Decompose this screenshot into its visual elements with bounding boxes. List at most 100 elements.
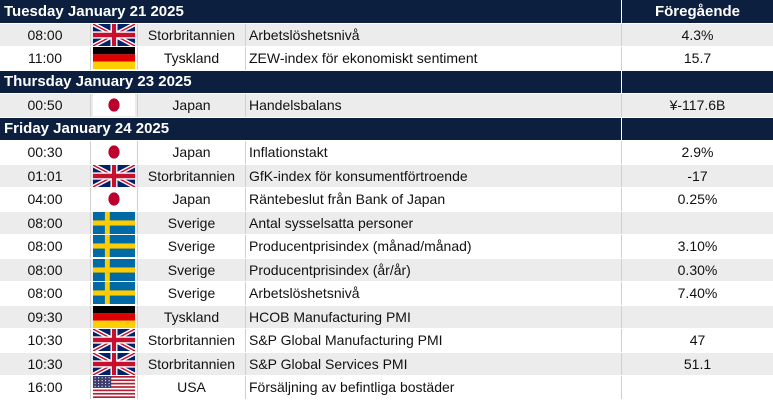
event-previous-value: 51.1 xyxy=(683,355,712,372)
uk-flag-icon xyxy=(93,329,135,352)
event-country: Tyskland xyxy=(163,50,220,67)
column-divider xyxy=(621,164,622,187)
column-divider xyxy=(621,94,622,117)
previous-column-header: Föregående xyxy=(654,2,741,20)
economic-calendar-table: Tuesday January 21 2025 Föregående 08:00 St… xyxy=(0,0,773,400)
column-divider xyxy=(137,47,138,70)
event-country: USA xyxy=(177,379,206,396)
column-divider xyxy=(90,352,91,375)
column-divider xyxy=(90,282,91,305)
column-divider xyxy=(137,94,138,117)
event-row[interactable]: 00:30 Japan Inflationstakt 2.9% xyxy=(0,141,773,165)
japan-flag-icon xyxy=(93,141,135,164)
event-name: Inflationstakt xyxy=(249,144,328,161)
event-name: GfK-index för konsumentförtroende xyxy=(249,167,468,184)
column-divider xyxy=(90,47,91,70)
event-time: 08:00 xyxy=(27,26,63,43)
date-header-label: Thursday January 23 2025 xyxy=(4,73,192,91)
column-divider xyxy=(245,329,246,352)
date-header-label: Tuesday January 21 2025 xyxy=(4,2,184,20)
event-previous-value: 0.30% xyxy=(677,261,718,278)
sweden-flag-icon xyxy=(93,282,135,305)
event-row[interactable]: 08:00 Storbritannien Arbetslöshetsnivå 4.3% xyxy=(0,23,773,47)
event-row[interactable]: 11:00 Tyskland ZEW-index för ekonomiskt se… xyxy=(0,47,773,71)
event-time: 08:00 xyxy=(27,238,63,255)
column-divider xyxy=(621,0,622,23)
event-name: Producentprisindex (år/år) xyxy=(249,261,411,278)
event-country: Sverige xyxy=(167,285,216,302)
column-divider xyxy=(245,47,246,70)
column-divider xyxy=(90,305,91,328)
event-row[interactable]: 00:50 Japan Handelsbalans ¥-117.6B xyxy=(0,94,773,118)
column-divider xyxy=(245,352,246,375)
event-row[interactable]: 08:00 Sverige Producentprisindex (månad/må… xyxy=(0,235,773,259)
flag-cell xyxy=(91,305,137,329)
column-divider xyxy=(90,329,91,352)
date-header-row: Friday January 24 2025 xyxy=(0,117,773,141)
event-previous-value xyxy=(622,376,773,399)
column-divider xyxy=(621,235,622,258)
column-divider xyxy=(137,211,138,234)
flag-cell xyxy=(91,23,137,47)
event-row[interactable]: 10:30 Storbritannien S&P Global Manufactur… xyxy=(0,329,773,353)
column-divider xyxy=(245,235,246,258)
column-divider xyxy=(621,211,622,234)
column-divider xyxy=(245,305,246,328)
column-divider xyxy=(621,305,622,328)
column-divider xyxy=(245,164,246,187)
uk-flag-icon xyxy=(93,164,135,187)
column-divider xyxy=(621,70,622,93)
event-time: 11:00 xyxy=(28,50,62,67)
flag-cell xyxy=(91,352,137,376)
column-divider xyxy=(90,23,91,46)
event-time: 01:01 xyxy=(27,167,63,184)
flag-cell xyxy=(91,376,137,399)
uk-flag-icon xyxy=(93,23,135,46)
event-name: Handelsbalans xyxy=(249,97,342,114)
column-divider xyxy=(245,376,246,399)
event-name: Producentprisindex (månad/månad) xyxy=(249,238,472,255)
column-divider xyxy=(137,376,138,399)
event-row[interactable]: 09:30 Tyskland HCOB Manufacturing PMI xyxy=(0,305,773,329)
event-name: Räntebeslut från Bank of Japan xyxy=(249,191,446,208)
usa-flag-icon xyxy=(93,376,135,399)
event-time: 04:00 xyxy=(27,191,63,208)
event-row[interactable]: 10:30 Storbritannien S&P Global Services P… xyxy=(0,352,773,376)
flag-cell xyxy=(91,47,137,70)
column-divider xyxy=(621,47,622,70)
column-divider xyxy=(137,23,138,46)
event-country: Japan xyxy=(172,191,211,208)
column-divider xyxy=(137,329,138,352)
column-divider xyxy=(621,258,622,281)
column-divider xyxy=(90,94,91,117)
column-divider xyxy=(137,352,138,375)
column-divider xyxy=(137,305,138,328)
event-row[interactable]: 08:00 Sverige Producentprisindex (år/år) 0.… xyxy=(0,258,773,282)
japan-flag-icon xyxy=(93,94,135,117)
flag-cell xyxy=(91,164,137,188)
date-header-row: Thursday January 23 2025 xyxy=(0,70,773,94)
flag-cell xyxy=(91,94,137,117)
sweden-flag-icon xyxy=(93,235,135,258)
event-country: Storbritannien xyxy=(147,167,236,184)
event-row[interactable]: 08:00 Sverige Arbetslöshetsnivå 7.40% xyxy=(0,282,773,306)
sweden-flag-icon xyxy=(93,258,135,281)
germany-flag-icon xyxy=(93,47,135,70)
germany-flag-icon xyxy=(93,305,135,328)
event-row[interactable]: 08:00 Sverige Antal sysselsatta personer xyxy=(0,211,773,235)
column-divider xyxy=(90,376,91,399)
event-row[interactable]: 04:00 Japan Räntebeslut från Bank of Japan… xyxy=(0,188,773,212)
event-row[interactable]: 16:00 USA Försäljning av befintliga bostäd… xyxy=(0,376,773,400)
event-country: Japan xyxy=(172,144,211,161)
flag-cell xyxy=(91,329,137,352)
column-divider xyxy=(137,282,138,305)
event-time: 09:30 xyxy=(27,308,63,325)
event-row[interactable]: 01:01 Storbritannien GfK-index för konsume… xyxy=(0,164,773,188)
event-time: 00:50 xyxy=(27,97,63,114)
event-previous-value xyxy=(622,212,773,235)
column-divider xyxy=(621,117,622,140)
event-country: Japan xyxy=(172,97,211,114)
column-divider xyxy=(245,94,246,117)
column-divider xyxy=(621,188,622,211)
event-previous-value: ¥-117.6B xyxy=(669,97,726,114)
